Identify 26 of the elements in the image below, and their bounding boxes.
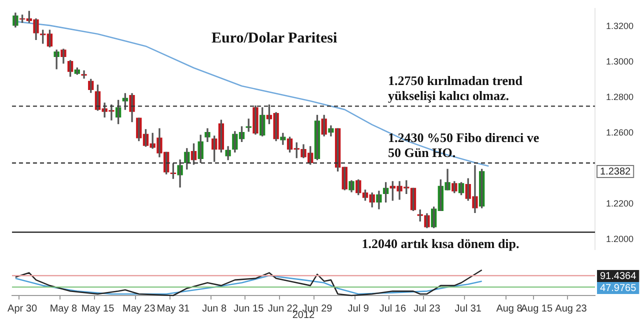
y-tick-label: 1.3000	[606, 56, 634, 66]
annotation: 1.2382	[600, 166, 632, 178]
x-tick-label: Jul 16	[379, 303, 406, 314]
ref-line-label: 1.2750 kırılmadan trend yükselişi kalıcı olmaz.	[388, 73, 524, 104]
x-tick-label: Apr 30	[8, 303, 38, 314]
x-tick-label: May 8	[50, 303, 78, 314]
x-tick-label: May 23	[122, 303, 156, 314]
x-tick-label: Jun 8	[202, 303, 227, 314]
x-tick-label: Jun 15	[234, 303, 264, 314]
y-tick-label: 1.2200	[606, 198, 634, 208]
x-tick-label: Aug 15	[520, 303, 553, 314]
x-tick-label: Jul 9	[348, 303, 370, 314]
text: 91.4364	[600, 270, 637, 282]
y-tick-label: 1.2000	[606, 234, 634, 244]
ref-line-label: 1.2040 artık kısa dönem dip.	[362, 236, 520, 252]
y-tick-label: 1.2800	[606, 92, 634, 102]
x-tick-label: May 31	[156, 303, 190, 314]
x-tick-label: Jul 23	[414, 303, 441, 314]
x-tick-label: May 15	[81, 303, 115, 314]
text: Euro/Dolar Paritesi	[212, 30, 338, 46]
x-tick-label: Aug 8	[496, 303, 523, 314]
text: 47.9765	[600, 282, 637, 294]
y-tick-label: 1.3200	[606, 20, 634, 31]
x-tick-label: Aug 23	[555, 303, 588, 314]
x-tick-label: Jul 31	[454, 303, 482, 314]
y-tick-label: 1.2600	[606, 127, 634, 138]
